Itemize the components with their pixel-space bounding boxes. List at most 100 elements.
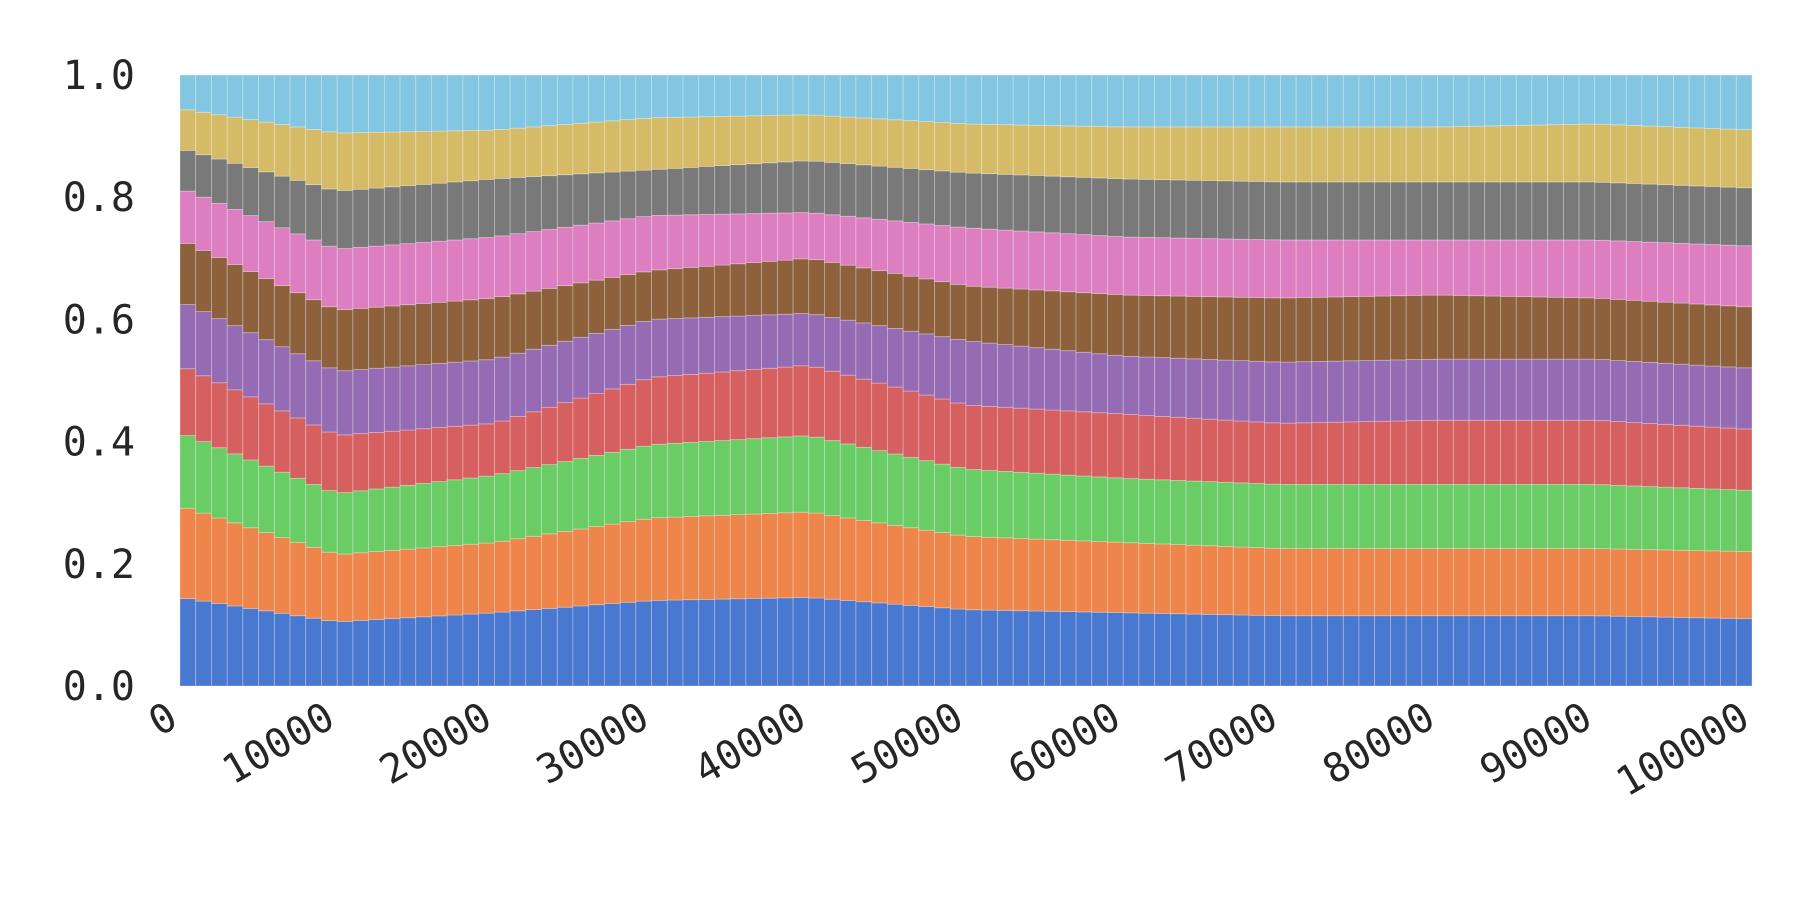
bar-segment: [1641, 423, 1659, 487]
bar-segment: [1138, 126, 1156, 180]
bar-segment: [305, 360, 322, 426]
bar-segment: [1059, 474, 1077, 541]
bar-segment: [761, 212, 778, 262]
bar-segment: [1028, 472, 1046, 540]
bar-segment: [305, 239, 322, 301]
bar-segment: [415, 303, 432, 366]
bar-segment: [902, 604, 920, 687]
bar-segment: [1390, 74, 1407, 128]
bar-segment: [619, 119, 637, 172]
bar-segment: [1704, 304, 1721, 367]
bar-segment: [1028, 231, 1046, 291]
bar-segment: [1720, 617, 1737, 687]
bar-segment: [1012, 288, 1030, 347]
bar-segment: [824, 115, 841, 163]
bar-segment: [305, 617, 322, 687]
bar-segment: [478, 129, 495, 180]
bar-segment: [792, 212, 810, 260]
bar-segment: [478, 542, 495, 614]
bar-segment: [1201, 545, 1218, 615]
bar-segment: [729, 370, 747, 441]
bar-segment: [1059, 176, 1077, 235]
bar-segment: [1374, 483, 1391, 549]
bar-segment: [1421, 483, 1439, 549]
bar-segment: [1673, 242, 1690, 304]
bar-segment: [1028, 347, 1046, 410]
bar-segment: [289, 417, 307, 479]
bar-segment: [824, 262, 841, 318]
bar-segment: [478, 179, 495, 238]
bar-segment: [1107, 178, 1124, 237]
bar-segment: [1295, 483, 1313, 549]
bar-segment: [368, 74, 385, 133]
bar-segment: [714, 165, 731, 215]
bar-segment: [1154, 479, 1171, 545]
bar-segment: [949, 123, 967, 173]
bar-segment: [1201, 296, 1218, 360]
bar-segment: [1452, 483, 1470, 549]
x-axis-ticks: 0 10000 20000 30000 40000 50000 60000 70000 8000…: [141, 694, 1757, 806]
bar-segment: [1390, 181, 1407, 241]
bar-segment: [493, 235, 511, 298]
bar-segment: [949, 534, 967, 610]
bar-segment: [1390, 548, 1407, 617]
bar-segment: [1342, 239, 1360, 298]
bar-segment: [1547, 239, 1564, 298]
bar-segment: [556, 461, 574, 532]
bar-segment: [1075, 411, 1093, 477]
bar-segment: [446, 479, 464, 546]
bar-segment: [1295, 126, 1313, 183]
bar-segment: [273, 537, 291, 614]
bar-segment: [179, 243, 197, 305]
bar-segment: [666, 516, 684, 601]
bar-segment: [745, 163, 763, 214]
bar-segment: [776, 259, 794, 315]
bar-segment: [226, 74, 244, 118]
bar-segment: [1673, 74, 1690, 128]
bar-segment: [887, 603, 904, 687]
bar-segment: [698, 166, 715, 215]
bar-segment: [368, 619, 385, 687]
bar-segment: [399, 131, 417, 186]
bar-segment: [1562, 483, 1580, 549]
bar-segment: [1704, 365, 1721, 428]
bar-segment: [1075, 125, 1093, 178]
bar-segment: [211, 257, 228, 320]
bar-segment: [1594, 484, 1611, 550]
bar-segment: [431, 74, 448, 132]
bar-segment: [745, 369, 763, 440]
bar-segment: [666, 116, 684, 169]
bar-segment: [462, 613, 480, 687]
bar-segment: [321, 551, 338, 622]
bar-segment: [682, 516, 700, 601]
bar-segment: [1594, 74, 1611, 125]
bar-segment: [1217, 481, 1234, 547]
bar-segment: [242, 527, 260, 609]
bar-segment: [1484, 358, 1501, 421]
bar-segment: [1107, 413, 1124, 479]
bar-segment: [1720, 128, 1737, 188]
bar-segment: [352, 188, 370, 248]
bar-segment: [541, 287, 558, 346]
bar-segment: [1531, 239, 1549, 298]
bar-segment: [1201, 180, 1218, 239]
bar-segment: [1169, 416, 1187, 481]
bar-segment: [729, 514, 747, 600]
bar-segment: [509, 127, 527, 178]
bar-segment: [1610, 240, 1627, 300]
bar-segment: [1594, 298, 1611, 360]
bar-segment: [997, 287, 1014, 346]
bar-segment: [1311, 126, 1328, 183]
bar-segment: [808, 512, 825, 599]
bar-segment: [855, 164, 873, 219]
bar-segment: [871, 218, 888, 272]
bar-segment: [1641, 183, 1659, 243]
bar-segment: [729, 315, 747, 372]
bar-segment: [1264, 547, 1281, 616]
bar-segment: [635, 169, 653, 217]
bar-segment: [556, 285, 574, 342]
y-tick-label: 0.0: [63, 664, 135, 710]
bar-segment: [949, 226, 967, 285]
bar-segment: [493, 128, 511, 179]
bar-segment: [1059, 350, 1077, 412]
